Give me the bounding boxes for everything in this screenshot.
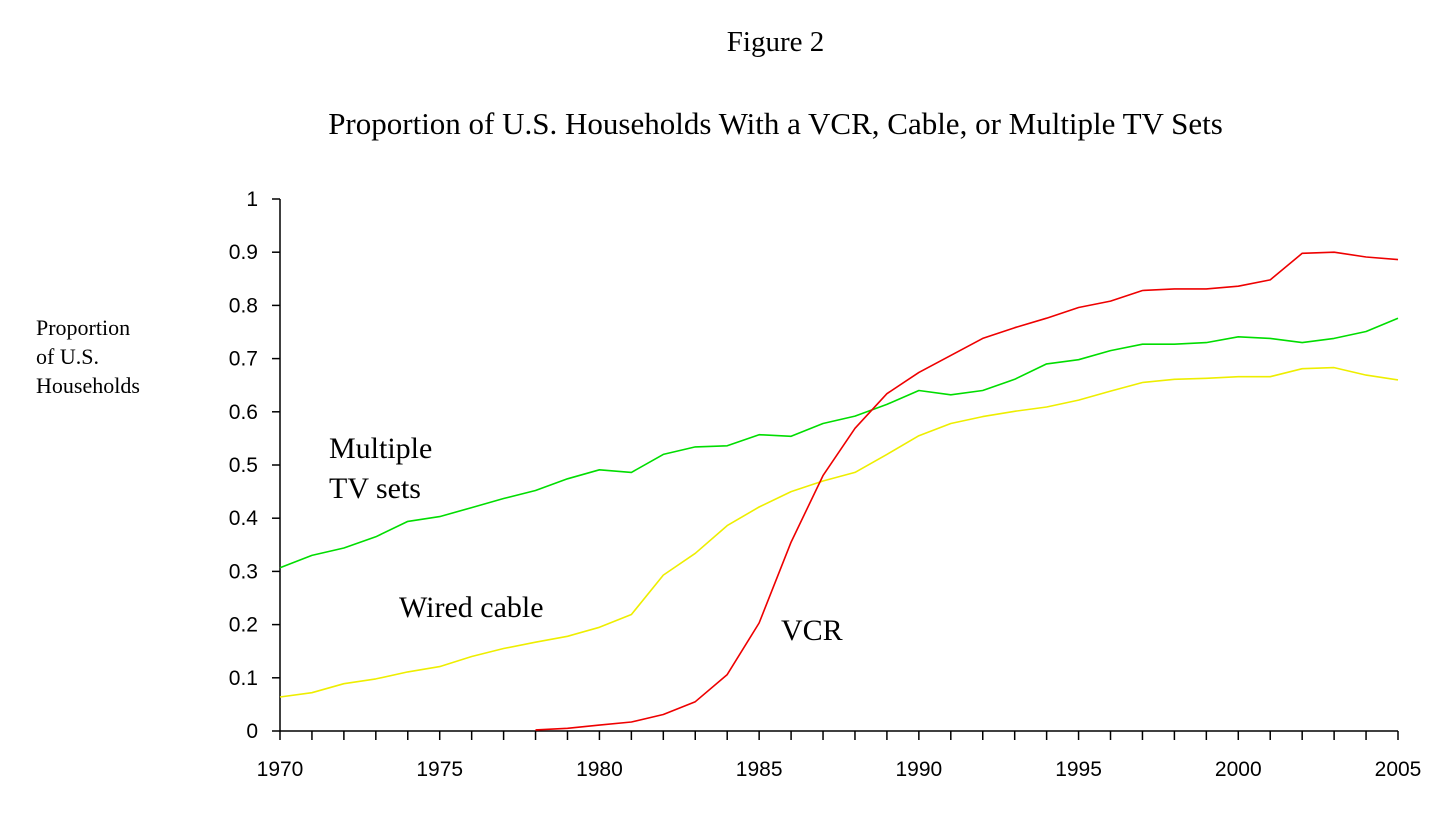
y-axis-label-line: Households bbox=[36, 373, 140, 398]
series-annotation: VCR bbox=[781, 614, 843, 647]
y-tick-label: 0.4 bbox=[229, 507, 259, 530]
y-axis-label-line: of U.S. bbox=[36, 344, 99, 369]
series-annotation: Multiple bbox=[329, 432, 432, 465]
x-tick-label: 1985 bbox=[736, 758, 783, 781]
series-line bbox=[535, 251, 1399, 731]
y-tick-label: 0.5 bbox=[229, 454, 258, 477]
y-axis-label-line: Proportion bbox=[36, 315, 131, 340]
x-tick-label: 1980 bbox=[576, 758, 623, 781]
annotations: Multiple TV sets Wired cable VCR bbox=[329, 432, 843, 647]
y-tick-label: 0.2 bbox=[229, 614, 258, 637]
x-tick-label: 1975 bbox=[416, 758, 463, 781]
x-tick-label: 2000 bbox=[1215, 758, 1262, 781]
figure-label: Figure 2 bbox=[726, 26, 825, 58]
x-tick-label: 1995 bbox=[1055, 758, 1102, 781]
series-line bbox=[279, 366, 1399, 698]
x-tick-label: 1970 bbox=[257, 758, 304, 781]
y-tick-label: 0.6 bbox=[229, 401, 258, 424]
y-tick-label: 0.8 bbox=[229, 294, 258, 317]
y-tick-label: 0 bbox=[246, 720, 258, 743]
y-tick-label: 0.9 bbox=[229, 241, 258, 264]
series-layer bbox=[279, 251, 1399, 731]
series-annotation: Wired cable bbox=[399, 591, 544, 624]
y-tick-label: 0.7 bbox=[229, 348, 258, 371]
series-line bbox=[279, 317, 1399, 569]
chart-title: Proportion of U.S. Households With a VCR… bbox=[328, 106, 1223, 141]
y-tick-label: 0.1 bbox=[229, 667, 258, 690]
y-tick-label: 1 bbox=[246, 188, 258, 211]
x-tick-label: 1990 bbox=[895, 758, 942, 781]
y-axis-label: Proportion of U.S. Households bbox=[36, 313, 140, 400]
series-annotation: TV sets bbox=[329, 472, 421, 505]
x-tick-label: 2005 bbox=[1375, 758, 1422, 781]
y-tick-label: 0.3 bbox=[229, 560, 258, 583]
axes: 0 0.1 0.2 0.3 0.4 0.5 0.6 0.7 0.8 0.9 1 1970 1975 198… bbox=[229, 188, 1422, 781]
